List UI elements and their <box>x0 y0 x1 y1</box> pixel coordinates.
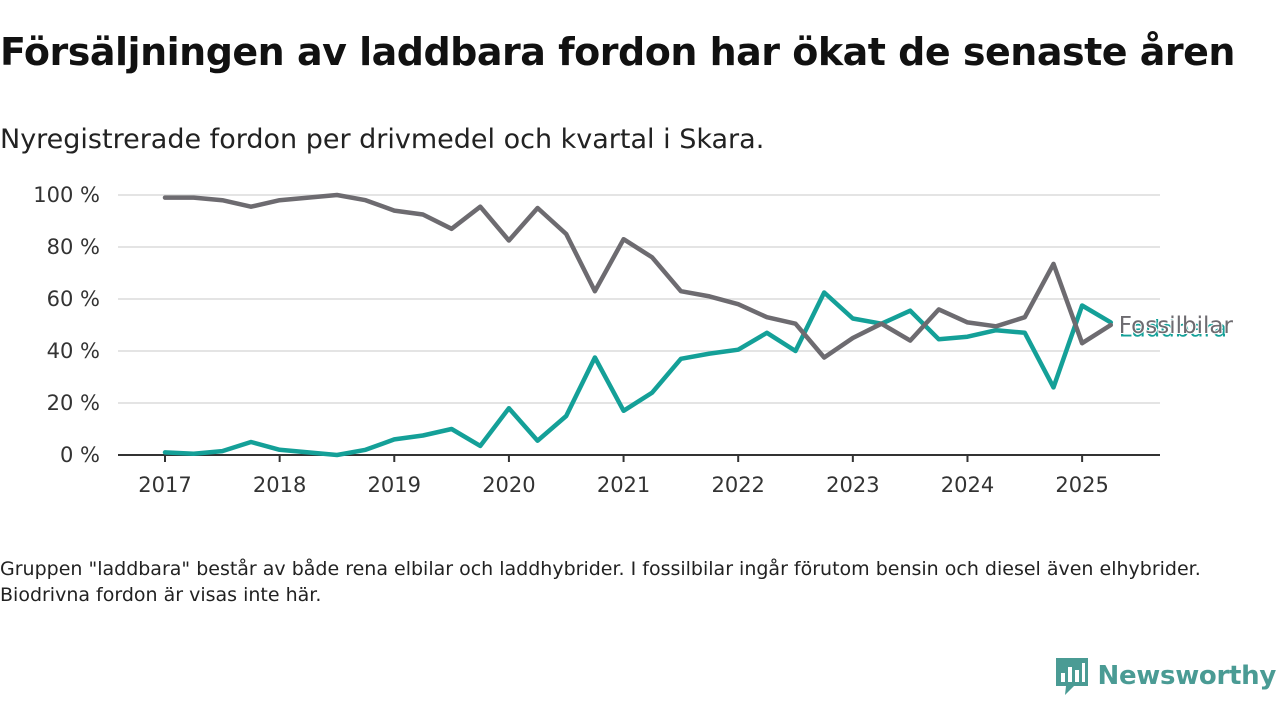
x-tick-label: 2024 <box>941 473 994 497</box>
series-line-fossilbilar <box>162 192 1114 360</box>
brand-name: Newsworthy <box>1097 661 1277 691</box>
chart-subtitle: Nyregistrerade fordon per drivmedel och … <box>0 124 765 155</box>
x-tick-label: 2021 <box>597 473 650 497</box>
chart-title: Försäljningen av laddbara fordon har öka… <box>0 30 1235 74</box>
x-tick-label: 2022 <box>711 473 764 497</box>
brand-logo: Newsworthy <box>1054 656 1276 696</box>
line-chart: 0 % 20 % 40 % 60 % 80 % 100 % 2017 2018 2019 2020… <box>33 183 1234 497</box>
y-tick-label: 0 % <box>60 443 100 467</box>
y-tick-label: 60 % <box>47 287 100 311</box>
x-tick-label: 2019 <box>368 473 421 497</box>
series-label-fossilbilar: Fossilbilar <box>1119 313 1234 339</box>
x-tick-label: 2023 <box>826 473 879 497</box>
y-tick-label: 100 % <box>33 183 100 207</box>
series-label-laddbara: Laddbara <box>1119 316 1227 342</box>
y-tick-label: 20 % <box>47 391 100 415</box>
x-tick-label: 2025 <box>1055 473 1108 497</box>
series-line-laddbara <box>162 290 1114 458</box>
newsworthy-logo-icon <box>1055 658 1088 695</box>
y-tick-label: 80 % <box>47 235 100 259</box>
chart-footnote: Gruppen "laddbara" består av både rena e… <box>0 558 1201 606</box>
x-tick-label: 2018 <box>253 473 306 497</box>
x-tick-label: 2020 <box>482 473 535 497</box>
y-tick-label: 40 % <box>47 339 100 363</box>
x-tick-label: 2017 <box>138 473 191 497</box>
